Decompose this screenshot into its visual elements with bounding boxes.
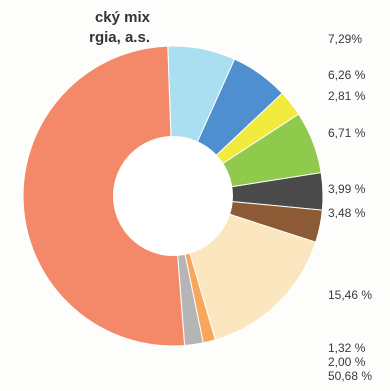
slice-label-7: 15,46 %	[328, 288, 373, 302]
donut-slice-10	[22, 45, 186, 347]
chart-title-line-2: rgia, a.s.	[89, 29, 150, 46]
chart-title: cký mix rgia, a.s.	[0, 8, 150, 48]
chart-title-line-1: cký mix	[94, 9, 150, 26]
slice-label-5: 3,99 %	[328, 182, 366, 196]
slice-label-8: 1,32 %	[328, 341, 366, 355]
slice-label-3: 2,81 %	[328, 89, 366, 103]
donut-hole	[113, 136, 233, 256]
slice-label-10: 50,68 %	[328, 369, 373, 383]
slice-label-4: 6,71 %	[328, 126, 366, 140]
slice-label-9: 2,00 %	[328, 355, 366, 369]
slice-label-6: 3,48 %	[328, 206, 366, 220]
slice-label-2: 6,26 %	[328, 68, 366, 82]
slice-label-1: 7,29%	[328, 32, 363, 46]
